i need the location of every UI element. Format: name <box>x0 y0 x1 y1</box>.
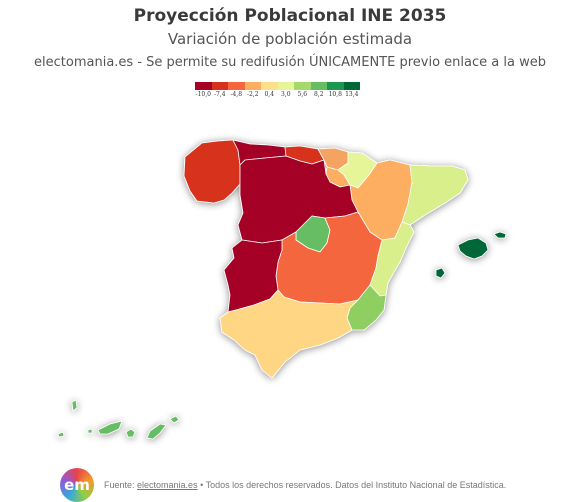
legend-tick: 13,4 <box>345 91 359 98</box>
region-galicia[interactable] <box>183 139 241 204</box>
legend-tick: -2,2 <box>246 91 259 98</box>
legend-tick: -10,0 <box>195 91 211 98</box>
legend-swatch <box>327 82 344 90</box>
footer: em Fuente: electomania.es • Todos los de… <box>60 468 506 502</box>
legend-tick: 0,4 <box>264 91 275 98</box>
region-canarias-gran-canaria[interactable] <box>125 428 136 438</box>
color-legend: -10,0 -7,4 -4,8 -2,2 0,4 3,0 5,6 8,2 10,… <box>195 82 360 101</box>
legend-swatch <box>228 82 245 90</box>
source-note: Fuente: electomania.es • Todos los derec… <box>104 480 506 490</box>
legend-swatch <box>343 82 360 90</box>
region-canarias-el-hierro[interactable] <box>57 431 65 438</box>
region-ibiza[interactable] <box>435 267 446 279</box>
legend-swatch <box>277 82 294 90</box>
legend-tick-labels: -10,0 -7,4 -4,8 -2,2 0,4 3,0 5,6 8,2 10,… <box>195 91 360 101</box>
legend-swatch <box>195 82 212 90</box>
legend-tick: -4,8 <box>230 91 243 98</box>
legend-swatch <box>261 82 278 90</box>
region-canarias-la-gomera[interactable] <box>87 428 93 434</box>
redistribution-notice: electomania.es - Se permite su redifusió… <box>34 55 546 70</box>
map-subtitle: Variación de población estimada <box>167 30 413 48</box>
logo-text: em <box>64 476 90 494</box>
legend-tick: -7,4 <box>213 91 226 98</box>
source-prefix: Fuente: <box>104 480 138 490</box>
electomania-logo: em <box>60 468 94 502</box>
region-canarias-lanzarote[interactable] <box>169 415 180 424</box>
region-canarias-la-palma[interactable] <box>71 399 78 412</box>
legend-tick: 5,6 <box>297 91 308 98</box>
legend-swatch <box>244 82 261 90</box>
source-link[interactable]: electomania.es <box>137 480 198 490</box>
legend-swatch <box>294 82 311 90</box>
region-andalucia[interactable] <box>219 289 359 379</box>
legend-tick: 3,0 <box>280 91 291 98</box>
region-menorca[interactable] <box>493 231 507 239</box>
region-canarias-fuerteventura[interactable] <box>146 423 167 440</box>
region-canarias-tenerife[interactable] <box>97 420 123 435</box>
legend-tick: 8,2 <box>313 91 324 98</box>
legend-swatch <box>310 82 327 90</box>
map-title: Proyección Poblacional INE 2035 <box>133 6 447 26</box>
legend-tick: 10,8 <box>328 91 342 98</box>
legend-color-bar <box>195 82 360 90</box>
region-mallorca[interactable] <box>457 237 489 260</box>
source-rest: • Todos los derechos reservados. Datos d… <box>197 480 507 490</box>
legend-swatch <box>211 82 228 90</box>
region-cataluna[interactable] <box>401 164 469 226</box>
